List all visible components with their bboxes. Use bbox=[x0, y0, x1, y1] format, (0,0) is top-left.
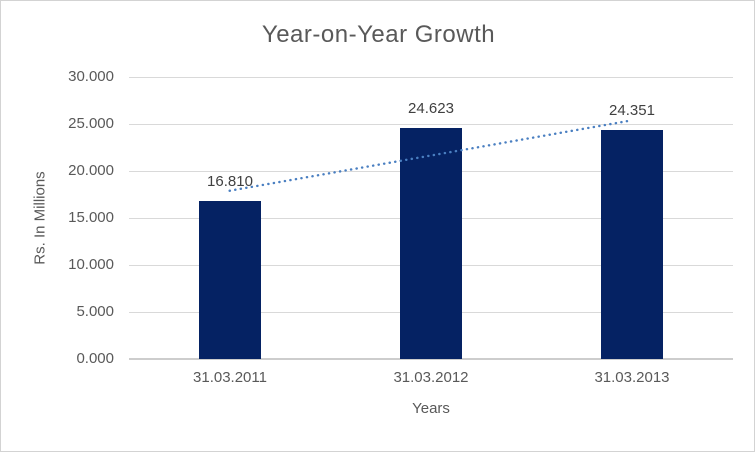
bar[interactable] bbox=[199, 201, 261, 359]
bar-value-label: 24.351 bbox=[609, 102, 655, 119]
x-tick-label: 31.03.2011 bbox=[193, 369, 267, 386]
y-tick-label: 20.000 bbox=[68, 162, 114, 179]
bar[interactable] bbox=[400, 128, 462, 359]
x-axis-line bbox=[129, 358, 733, 360]
y-tick-label: 10.000 bbox=[68, 256, 114, 273]
bar-value-label: 24.623 bbox=[408, 100, 454, 117]
y-tick-label: 15.000 bbox=[68, 209, 114, 226]
y-tick-label: 25.000 bbox=[68, 115, 114, 132]
x-axis-title: Years bbox=[412, 400, 450, 417]
x-tick-label: 31.03.2013 bbox=[594, 369, 670, 386]
bar[interactable] bbox=[601, 130, 663, 359]
bar-value-label: 16.810 bbox=[207, 173, 253, 190]
chart-title: Year-on-Year Growth bbox=[261, 21, 496, 48]
y-tick-label: 30.000 bbox=[68, 68, 114, 85]
x-tick-label: 31.03.2012 bbox=[393, 369, 469, 386]
y-tick-label: 5.000 bbox=[76, 303, 114, 320]
gridline bbox=[129, 124, 733, 125]
gridline bbox=[129, 77, 733, 78]
trendline-path bbox=[228, 119, 634, 192]
y-tick-label: 0.000 bbox=[76, 350, 114, 367]
